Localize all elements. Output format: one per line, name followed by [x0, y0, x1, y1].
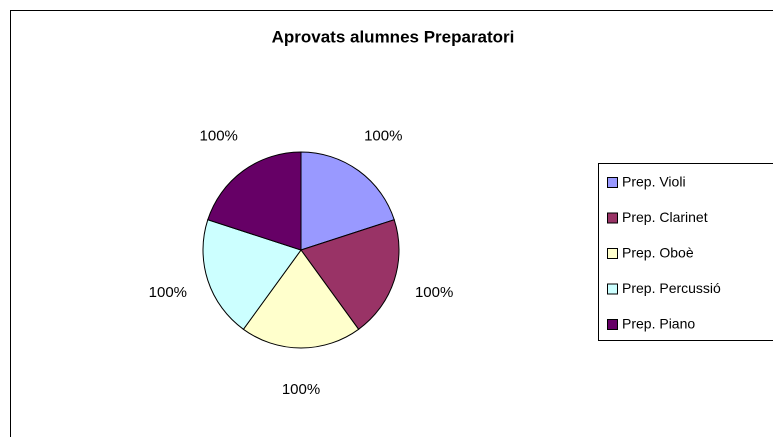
legend-label: Prep. Clarinet [622, 209, 708, 225]
legend-swatch [607, 319, 618, 330]
legend-swatch [607, 177, 618, 188]
pie-slice [300, 219, 400, 330]
data-label: 100% [149, 284, 187, 301]
data-label: 100% [364, 128, 402, 145]
data-label: 100% [200, 128, 238, 145]
legend-label: Prep. Violi [622, 174, 686, 190]
legend-box [598, 163, 773, 341]
legend-swatch [607, 283, 618, 295]
legend-label: Prep. Piano [622, 316, 695, 332]
legend-label: Prep. Percussió [622, 280, 721, 296]
legend-swatch [607, 248, 618, 259]
pie-slice [242, 249, 360, 349]
legend-swatch [607, 212, 618, 224]
data-label: 100% [415, 284, 453, 301]
data-label: 100% [282, 381, 320, 398]
pie-slice [202, 219, 302, 330]
legend-label: Prep. Oboè [622, 245, 694, 261]
pie-slice [207, 151, 302, 251]
chart-title: Aprovats alumnes Preparatori [272, 27, 515, 46]
pie-slice [300, 151, 395, 251]
